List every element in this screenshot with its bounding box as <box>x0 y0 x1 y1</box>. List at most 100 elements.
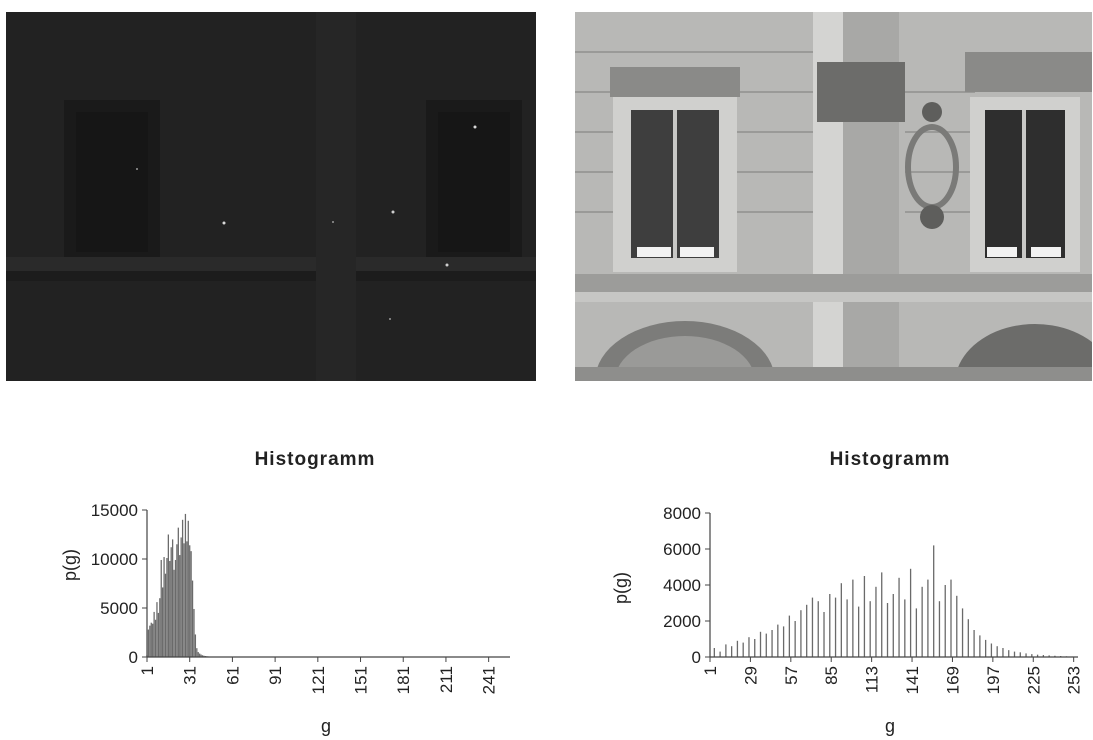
histogram-bar <box>153 611 155 657</box>
histogram-bar <box>196 648 198 657</box>
chart-title: Histogramm <box>830 449 951 470</box>
histogram-bar <box>179 555 181 657</box>
histogram-bar <box>170 547 172 657</box>
axes-group <box>146 510 510 658</box>
chart-title: Histogramm <box>255 449 376 470</box>
y-tick-label: 15000 <box>91 501 138 520</box>
histogram-bar <box>162 587 164 657</box>
histogram-bar <box>164 573 167 657</box>
x-tick-label: 113 <box>863 666 882 693</box>
histogram-bar <box>1048 655 1050 657</box>
x-tick-label: 85 <box>822 666 841 685</box>
histogram-bar <box>736 640 739 657</box>
histogram-bar <box>817 601 819 657</box>
histogram-bar <box>834 597 837 657</box>
histogram-bar <box>788 615 791 657</box>
histogram-bar <box>933 545 935 657</box>
histogram-bar <box>961 608 964 657</box>
x-tick-label: 181 <box>394 666 413 694</box>
histogram-bar <box>921 586 923 657</box>
y-tick-label: 0 <box>692 648 701 667</box>
x-tick-label: 91 <box>266 666 285 685</box>
histogram-bar <box>197 652 199 657</box>
histogram-bar <box>181 519 184 657</box>
histogram-right-svg: Histogramm p(g) g 0 2000 4000 6000 8000 1 29 57… <box>611 449 1084 736</box>
histogram-bar <box>186 541 188 657</box>
histogram-bar <box>191 580 194 657</box>
x-axis-label: g <box>321 716 331 736</box>
histogram-bar <box>725 644 727 657</box>
histogram-bar <box>742 642 744 657</box>
x-tick-label: 225 <box>1024 666 1043 694</box>
histogram-bar <box>996 646 998 657</box>
y-tick-label: 6000 <box>663 540 701 559</box>
histogram-bar <box>193 608 195 657</box>
x-tick-label: 253 <box>1065 666 1084 694</box>
histogram-bar <box>886 603 889 657</box>
bright-facade-image <box>575 12 1092 381</box>
y-tick-label: 10000 <box>91 550 138 569</box>
histogram-bar <box>154 619 157 657</box>
histogram-bar <box>881 572 883 657</box>
bars-group <box>713 545 1073 657</box>
bright-facade-picture <box>575 12 1092 381</box>
histogram-bar <box>176 544 178 657</box>
histogram-bar <box>1036 654 1039 657</box>
histogram-bar <box>1054 655 1056 657</box>
histogram-bar <box>199 653 201 657</box>
histogram-bar <box>852 579 854 657</box>
histogram-bar <box>800 610 802 657</box>
histogram-bar <box>183 543 185 657</box>
y-tick-label: 0 <box>129 648 138 667</box>
x-tick-label: 121 <box>309 666 328 694</box>
histogram-bar <box>187 520 189 657</box>
histogram-bar <box>160 559 162 657</box>
y-axis-label: p(g) <box>60 549 80 581</box>
histogram-bar <box>200 654 202 657</box>
histogram-bar <box>713 648 715 657</box>
histogram-bar <box>840 583 842 657</box>
histogram-bar <box>990 643 993 657</box>
x-tick-label: 197 <box>984 666 1003 694</box>
histogram-bar <box>806 604 808 657</box>
histogram-bar <box>904 599 906 657</box>
histogram-bar <box>180 537 182 657</box>
histogram-bar <box>927 579 929 657</box>
histogram-bar <box>846 599 848 657</box>
dark-facade-picture <box>6 12 536 381</box>
histogram-bar <box>1002 648 1004 657</box>
histogram-bar <box>950 579 952 657</box>
bars-group <box>146 513 218 657</box>
histogram-bar <box>794 621 796 657</box>
x-tick-label: 151 <box>352 666 371 694</box>
histogram-bar <box>938 601 941 657</box>
histogram-bar <box>979 635 981 657</box>
histogram-bar <box>754 639 756 657</box>
histogram-bar <box>163 557 165 657</box>
axes-group <box>709 513 1078 658</box>
histogram-bar <box>189 545 191 657</box>
histogram-bar <box>190 551 192 657</box>
histogram-bar <box>150 622 152 657</box>
histogram-bar <box>184 513 187 657</box>
histogram-bar <box>173 569 175 657</box>
histogram-bar <box>771 630 773 657</box>
x-tick-label: 1 <box>138 666 157 675</box>
histogram-bar <box>201 655 204 657</box>
histogram-bar <box>731 646 733 657</box>
histogram-bar <box>811 597 814 657</box>
histogram-bar <box>1008 650 1010 657</box>
histogram-bar <box>892 594 894 657</box>
histogram-bar <box>857 606 860 657</box>
histogram-bar <box>829 594 831 657</box>
histogram-bar <box>956 595 958 657</box>
x-tick-label: 211 <box>437 666 456 693</box>
histogram-bar <box>1025 653 1027 657</box>
histogram-bar <box>171 539 174 657</box>
y-tick-label: 4000 <box>663 576 701 595</box>
histogram-bar <box>719 651 721 657</box>
histogram-bar <box>898 577 900 657</box>
histogram-bar <box>169 560 171 657</box>
histogram-bar <box>1019 652 1021 657</box>
histogram-bar <box>194 634 197 657</box>
